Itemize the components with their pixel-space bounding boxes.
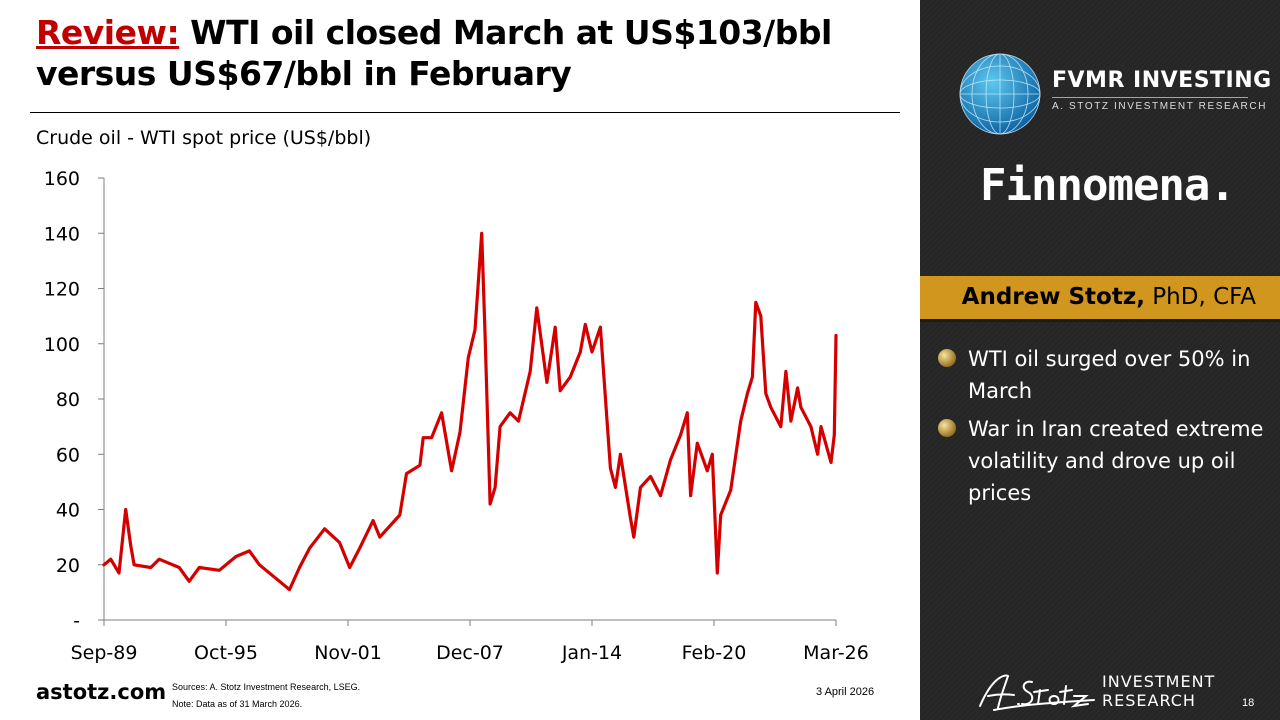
y-tick-label: 60: [56, 444, 80, 466]
wti-price-chart: - 20 40 60 80 100 120 140 160 Sep-89 Oct-95 Nov-01 D…: [44, 168, 869, 664]
page-number: 18: [1242, 697, 1255, 709]
y-tick-label: 100: [44, 334, 80, 356]
x-tick-label: Mar-26: [803, 642, 869, 664]
x-tick-label: Dec-07: [436, 642, 504, 664]
footer-note: Note: Data as of 31 March 2026.: [172, 699, 303, 709]
x-tick-label: Feb-20: [682, 642, 747, 664]
title-rest: WTI oil closed March at US$103/bbl versu…: [36, 13, 832, 93]
x-tick-label: Oct-95: [194, 642, 258, 664]
ir-logo-line2: RESEARCH: [1102, 691, 1196, 710]
footer-website[interactable]: astotz.com: [36, 680, 167, 704]
fvmr-logo-rule: [1052, 97, 1248, 98]
y-tick-label: 20: [56, 555, 80, 577]
presenter-band: Andrew Stotz, PhD, CFA: [920, 276, 1280, 322]
sidebar-panel: FVMR INVESTING A. STOTZ INVESTMENT RESEA…: [920, 0, 1280, 720]
y-tick-label: -: [73, 610, 80, 632]
slide-main: Review: WTI oil closed March at US$103/b…: [30, 12, 906, 709]
y-tick-label: 140: [44, 223, 80, 245]
wti-price-line: [102, 231, 838, 592]
x-tick-label: Nov-01: [314, 642, 382, 664]
y-tick-label: 40: [56, 500, 80, 522]
key-point-text: WTI oil surged over 50% in March: [968, 347, 1251, 403]
presenter-name: Andrew Stotz, PhD, CFA: [962, 284, 1256, 310]
key-points-list: WTI oil surged over 50% in March War in …: [938, 343, 1268, 515]
y-tick-label: 120: [44, 279, 80, 301]
fvmr-logo-tagline: A. STOTZ INVESTMENT RESEARCH: [1052, 101, 1268, 112]
footer-sources: Sources: A. Stotz Investment Research, L…: [172, 682, 361, 692]
x-tick-label: Sep-89: [71, 642, 138, 664]
y-tick-label: 160: [44, 168, 80, 190]
bullet-icon: [938, 419, 956, 437]
slide-title: Review: WTI oil closed March at US$103/b…: [36, 12, 906, 94]
ir-logo-text: INVESTMENT RESEARCH: [1102, 672, 1215, 710]
key-point: War in Iran created extreme volatility a…: [938, 413, 1268, 509]
finnomena-logo: Finnomena.: [980, 160, 1236, 211]
globe-icon: [959, 53, 1041, 135]
title-divider: [30, 112, 900, 113]
presenter-name-bold: Andrew Stotz,: [961, 284, 1145, 310]
ir-logo-line1: INVESTMENT: [1102, 672, 1216, 691]
key-point: WTI oil surged over 50% in March: [938, 343, 1268, 407]
title-lead: Review:: [36, 13, 180, 52]
key-point-text: War in Iran created extreme volatility a…: [968, 417, 1264, 505]
bullet-icon: [938, 349, 956, 367]
fvmr-logo-name: FVMR INVESTING: [1052, 68, 1272, 93]
x-tick-label: Jan-14: [561, 642, 622, 664]
y-tick-label: 80: [56, 389, 80, 411]
signature-logo-icon: [979, 674, 1095, 711]
footer-date: 3 April 2026: [816, 686, 875, 698]
chart-title: Crude oil - WTI spot price (US$/bbl): [36, 127, 372, 149]
presenter-credentials: PhD, CFA: [1144, 284, 1256, 310]
